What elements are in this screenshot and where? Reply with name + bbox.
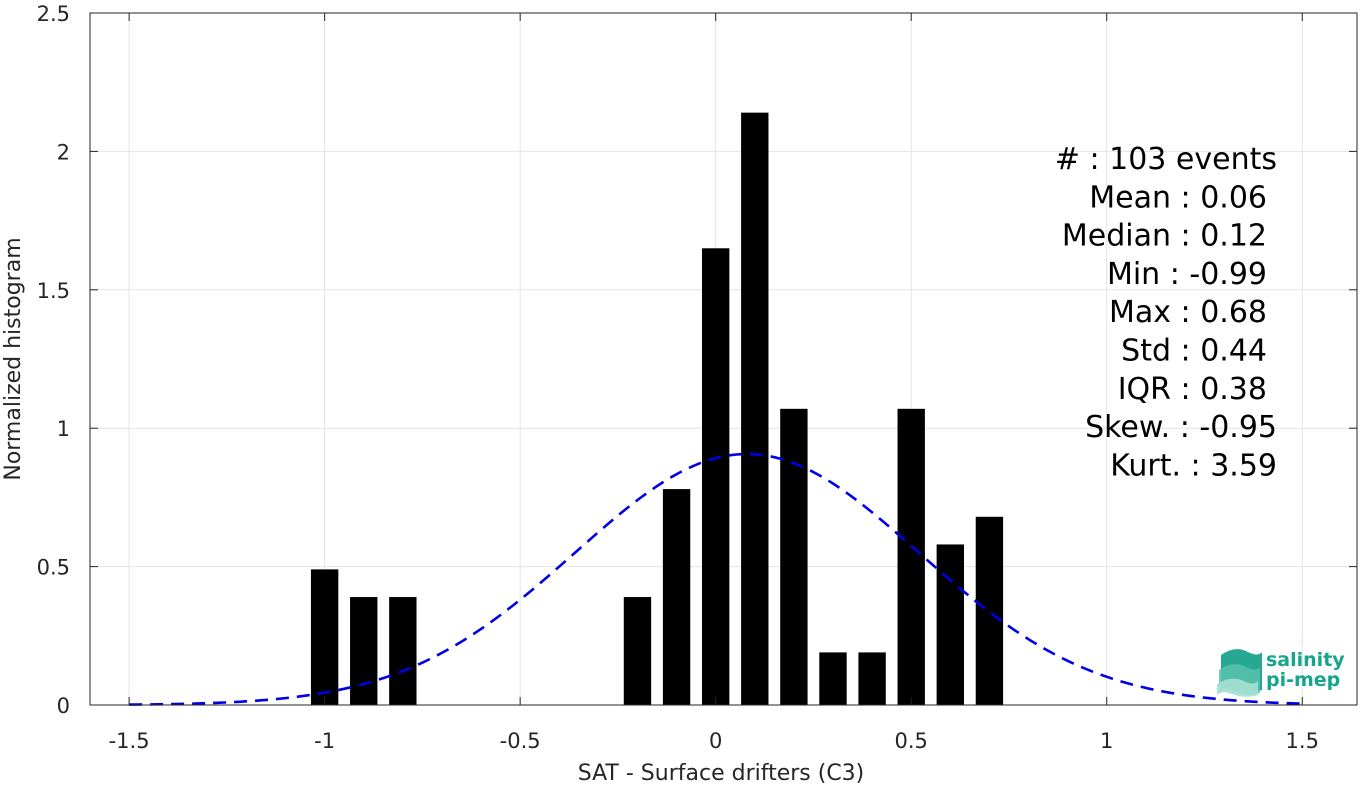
stat-line: Std : 0.44 [1121, 334, 1267, 369]
stat-line: IQR : 0.38 [1118, 372, 1267, 407]
x-tick-label: -1.5 [109, 729, 150, 753]
x-tick-label: 1.5 [1286, 729, 1319, 753]
logo-line-1: salinity [1266, 649, 1345, 671]
y-tick-label: 0 [57, 694, 70, 718]
histogram-bar [623, 597, 652, 705]
histogram-bar [389, 597, 417, 705]
stat-line: Mean : 0.06 [1089, 180, 1267, 215]
y-tick-label: 1.5 [37, 279, 70, 303]
plot-frame [89, 12, 1358, 706]
x-tick-label: 0.5 [895, 729, 928, 753]
x-tick-label: 1 [1100, 729, 1113, 753]
y-tick-label: 0.5 [37, 556, 70, 580]
histogram-bar [819, 652, 847, 705]
logo-line-2: pi-mep [1266, 669, 1340, 691]
y-tick-labels: 0 0.5 1 1.5 2 2.5 [37, 2, 70, 718]
x-axis-label: SAT - Surface drifters (C3) [578, 761, 865, 785]
y-tick-label: 2 [57, 140, 70, 164]
wave-icon [1217, 649, 1262, 697]
x-tick-label: -1 [314, 729, 335, 753]
salinity-pi-mep-logo: salinity pi-mep [1217, 649, 1345, 697]
stat-line: # : 103 events [1055, 142, 1277, 177]
stat-line: Median : 0.12 [1062, 219, 1267, 254]
histogram-bar [975, 516, 1004, 705]
axis-ticks [90, 12, 1357, 706]
y-tick-label: 1 [57, 417, 70, 441]
y-axis-label: Normalized histogram [1, 237, 26, 480]
x-tick-label: 0 [709, 729, 722, 753]
histogram-bar [936, 544, 964, 705]
histogram-bars [310, 112, 1004, 705]
histogram-bar [662, 489, 691, 705]
histogram-bar [350, 597, 378, 705]
histogram-bar [897, 408, 925, 705]
stat-line: Skew. : -0.95 [1085, 410, 1277, 445]
x-tick-labels: -1.5 -1 -0.5 0 0.5 1 1.5 [109, 729, 1319, 753]
x-tick-label: -0.5 [500, 729, 541, 753]
histogram-bar [741, 112, 769, 705]
histogram-bar [858, 652, 886, 705]
y-tick-label: 2.5 [37, 2, 70, 26]
histogram-bar [310, 569, 339, 705]
stat-line: Min : -0.99 [1107, 257, 1267, 292]
stat-line: Max : 0.68 [1109, 295, 1267, 330]
histogram-bar [701, 248, 730, 705]
stat-line: Kurt. : 3.59 [1110, 448, 1277, 483]
normal-fit-curve [129, 452, 1303, 706]
histogram-bar [780, 408, 808, 705]
